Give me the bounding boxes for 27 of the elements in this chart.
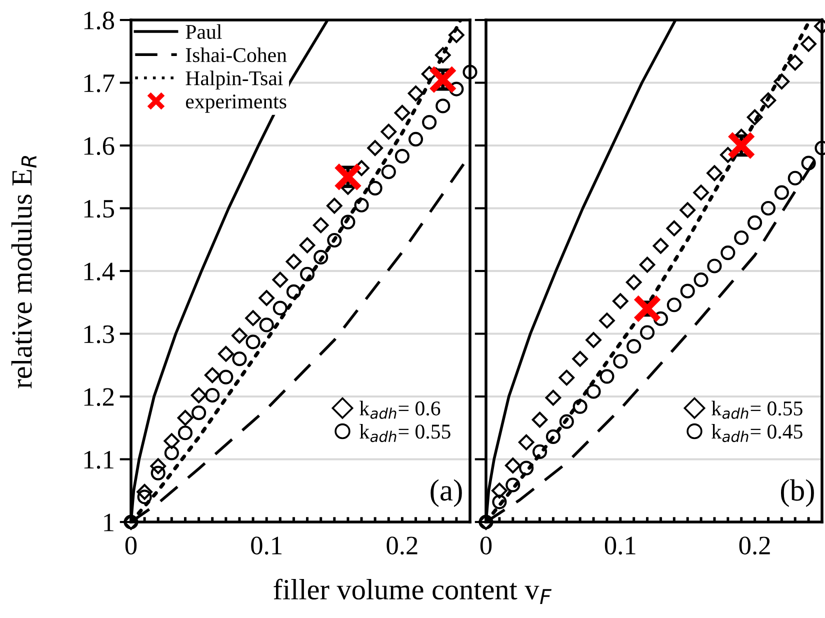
y-axis-title: relative modulus E$_{R}$: [11, 156, 36, 388]
x-tick-label: 0.1: [604, 536, 636, 555]
legend-label: k$_{adh}$= 0.45: [712, 424, 802, 442]
x-tick-label: 0: [480, 536, 492, 554]
x-tick-label: 0.2: [739, 536, 770, 555]
legend-label: Paul: [186, 24, 222, 39]
legend-label: k$_{adh}$= 0.55: [360, 424, 450, 442]
y-tick-label: 1.1: [84, 450, 114, 469]
x-axis-title: filler volume content v$_{F}$: [274, 578, 552, 604]
y-tick-label: 1.2: [84, 388, 114, 406]
legend-label: k$_{adh}$= 0.55: [712, 400, 802, 419]
legend-label: experiments: [186, 94, 286, 113]
y-tick-label: 1.4: [84, 262, 115, 281]
y-tick-label: 1: [104, 514, 114, 532]
annotation: (b): [780, 479, 814, 507]
x-tick-label: 0.2: [386, 536, 418, 555]
x-tick-label: 0.1: [251, 536, 282, 555]
legend-label: Ishai-Cohen: [186, 47, 287, 62]
legend-label: Halpin-Tsai: [186, 70, 283, 90]
y-tick-label: 1.6: [84, 137, 114, 156]
legend-label: k$_{adh}$= 0.6: [360, 400, 440, 419]
y-tick-label: 1.7: [84, 74, 114, 92]
y-tick-label: 1.8: [84, 12, 114, 30]
y-tick-label: 1.5: [84, 200, 114, 218]
x-tick-label: 0: [125, 536, 137, 554]
annotation: (a): [430, 479, 462, 507]
y-tick-label: 1.3: [84, 325, 114, 344]
